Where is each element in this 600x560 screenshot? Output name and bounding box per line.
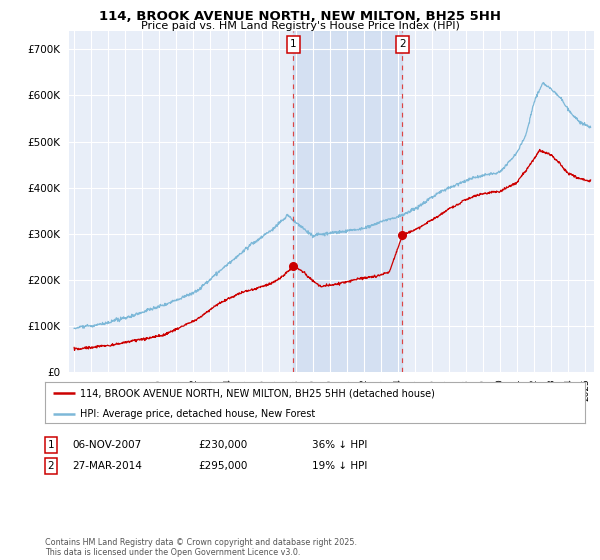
Text: £230,000: £230,000	[198, 440, 247, 450]
Text: 06-NOV-2007: 06-NOV-2007	[72, 440, 141, 450]
Bar	[293, 31, 402, 372]
Text: 1: 1	[47, 440, 55, 450]
Text: 2: 2	[47, 461, 55, 471]
Text: Price paid vs. HM Land Registry's House Price Index (HPI): Price paid vs. HM Land Registry's House …	[140, 21, 460, 31]
Text: 1: 1	[290, 39, 296, 49]
Text: HPI: Average price, detached house, New Forest: HPI: Average price, detached house, New …	[80, 409, 316, 419]
Text: 36% ↓ HPI: 36% ↓ HPI	[312, 440, 367, 450]
Text: 2: 2	[399, 39, 406, 49]
Text: 114, BROOK AVENUE NORTH, NEW MILTON, BH25 5HH (detached house): 114, BROOK AVENUE NORTH, NEW MILTON, BH2…	[80, 389, 435, 398]
Text: 27-MAR-2014: 27-MAR-2014	[72, 461, 142, 471]
Text: £295,000: £295,000	[198, 461, 247, 471]
Text: Contains HM Land Registry data © Crown copyright and database right 2025.
This d: Contains HM Land Registry data © Crown c…	[45, 538, 357, 557]
Text: 19% ↓ HPI: 19% ↓ HPI	[312, 461, 367, 471]
Text: 114, BROOK AVENUE NORTH, NEW MILTON, BH25 5HH: 114, BROOK AVENUE NORTH, NEW MILTON, BH2…	[99, 10, 501, 23]
